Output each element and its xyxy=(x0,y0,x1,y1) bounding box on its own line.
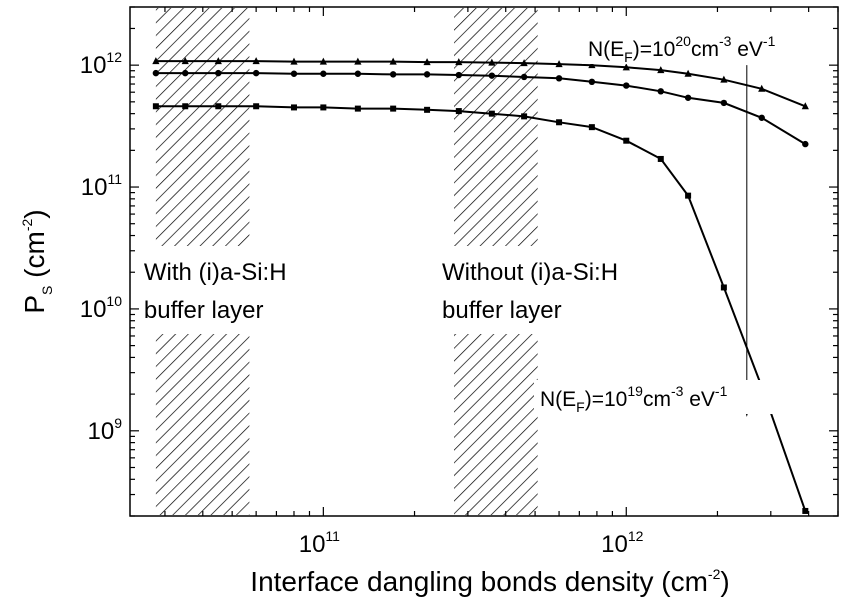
series-3-point-12 xyxy=(521,113,528,120)
series-2-point-20 xyxy=(802,140,809,148)
region-1-label-line1: With (i)a-Si:H xyxy=(144,259,287,286)
series-3-point-7 xyxy=(354,105,361,112)
series-2-point-7 xyxy=(354,70,362,77)
y-tick-label: 1010 xyxy=(80,293,122,323)
region-1-label-line2: buffer layer xyxy=(144,297,264,324)
y-tick-label: 1011 xyxy=(81,171,122,201)
series-1-point-1 xyxy=(152,57,160,65)
y-tick-label: 1012 xyxy=(80,49,122,79)
series-1-point-7 xyxy=(354,57,362,65)
series-1-point-8 xyxy=(389,57,397,65)
region-2-label-line1: Without (i)a-Si:H xyxy=(442,259,618,286)
series-3-point-1 xyxy=(152,103,159,110)
series-1-point-15 xyxy=(622,63,630,71)
series-1-point-10 xyxy=(455,58,463,66)
series-3-point-5 xyxy=(290,104,297,111)
series-1-point-3 xyxy=(214,57,222,65)
series-2-point-13 xyxy=(555,75,563,82)
series-2-point-11 xyxy=(488,72,496,79)
annotation-top-bg xyxy=(582,30,834,64)
series-2-point-5 xyxy=(290,70,298,77)
annotation-top: N(EF)=1020cm-3 eV-1 xyxy=(588,33,776,65)
series-2-point-19 xyxy=(758,114,765,121)
y-tick-label: 109 xyxy=(88,415,123,445)
series-1-point-4 xyxy=(252,57,260,65)
series-1-line xyxy=(155,60,806,108)
annotation-bottom-bg xyxy=(534,380,786,414)
series-1-point-9 xyxy=(423,58,431,66)
series-3-point-8 xyxy=(390,105,397,112)
x-tick-label: 1012 xyxy=(601,528,643,558)
hatched-region-1-upper xyxy=(155,8,250,246)
hatched-region-2-upper xyxy=(454,8,538,246)
series-3-point-20 xyxy=(802,507,809,514)
series-1-point-11 xyxy=(488,58,496,66)
series-2-point-9 xyxy=(423,71,431,78)
annotation-bottom: N(EF)=1019cm-3 eV-1 xyxy=(540,383,728,415)
text-layer: With (i)a-Si:H buffer layer Without (i)a-S… xyxy=(19,30,834,597)
series-2-point-2 xyxy=(182,69,189,77)
series-1-point-12 xyxy=(520,59,528,67)
y-axis-title: PS (cm-2) xyxy=(19,209,55,313)
axes xyxy=(129,6,839,517)
series-1-point-16 xyxy=(657,66,665,74)
series-2-point-4 xyxy=(252,69,260,77)
series-3-point-10 xyxy=(455,108,462,115)
series-2-point-15 xyxy=(623,82,630,89)
series-2-point-8 xyxy=(389,71,397,78)
series-1-point-14 xyxy=(588,61,596,69)
series-3-point-13 xyxy=(556,119,563,126)
x-axis-title: Interface dangling bonds density (cm-2) xyxy=(250,566,729,597)
series-3-point-9 xyxy=(424,106,431,113)
series-2-point-17 xyxy=(684,94,692,101)
series-2-point-16 xyxy=(657,88,664,95)
hatched-region-1-lower xyxy=(155,334,250,515)
series-3-point-17 xyxy=(685,192,692,199)
series-3-point-11 xyxy=(488,110,495,117)
series-3-line xyxy=(155,105,807,512)
series-2-point-6 xyxy=(320,70,327,77)
series-3-point-3 xyxy=(215,103,222,110)
series-2-line xyxy=(155,72,806,145)
series-3-point-14 xyxy=(588,124,595,131)
plot-frame xyxy=(129,6,839,517)
region-2-label-line2: buffer layer xyxy=(442,297,562,324)
series-3-point-15 xyxy=(623,137,630,144)
series-1-point-19 xyxy=(758,84,766,92)
series-1-point-17 xyxy=(684,69,692,77)
series-2-point-14 xyxy=(588,78,596,86)
series-1-point-5 xyxy=(290,57,298,65)
series-1-point-6 xyxy=(319,57,327,65)
series-1-point-20 xyxy=(801,102,809,110)
x-tick-label: 1011 xyxy=(299,528,340,558)
series-1-point-18 xyxy=(720,75,728,83)
series-2-point-3 xyxy=(215,69,222,77)
series-3-point-6 xyxy=(320,104,327,111)
series-3-point-18 xyxy=(720,284,727,291)
hatched-regions xyxy=(155,8,538,515)
series-2-point-1 xyxy=(152,69,160,77)
series-3-point-4 xyxy=(253,103,260,110)
arrow-layer xyxy=(742,65,751,417)
series-2-point-10 xyxy=(455,71,462,79)
series-1-point-2 xyxy=(181,57,189,65)
series-3-point-16 xyxy=(657,155,664,162)
series-1-point-13 xyxy=(555,60,563,68)
series-2-point-18 xyxy=(720,99,728,107)
hatched-region-2-lower xyxy=(454,334,538,515)
series-3-point-2 xyxy=(182,103,189,110)
series-2-point-12 xyxy=(520,73,528,81)
